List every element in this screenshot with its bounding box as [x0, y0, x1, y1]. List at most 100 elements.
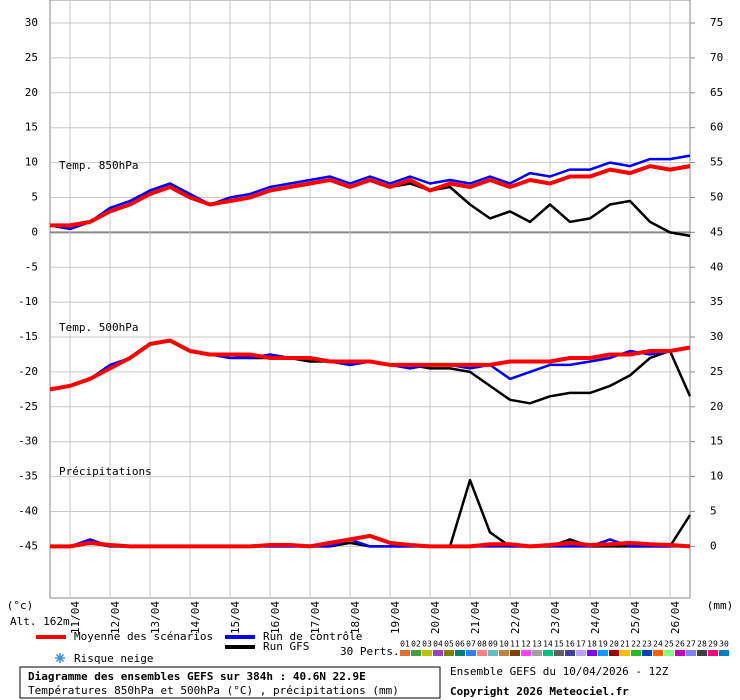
y2-tick-label: 55: [710, 156, 723, 169]
grid: [50, 0, 690, 598]
x-tick-label: 13/04: [149, 601, 162, 634]
x-tick-label: 14/04: [189, 601, 202, 634]
y2-tick-label: 0: [710, 539, 717, 552]
y-tick-label: 10: [25, 156, 38, 169]
legend: Moyenne des scénarios Run de contrôle Ru…: [36, 630, 400, 665]
x-tick-label: 15/04: [229, 601, 242, 634]
plot-area: [49, 0, 691, 599]
perturbation-swatch: [400, 650, 410, 656]
panel-label: Temp. 850hPa: [59, 159, 138, 172]
perturbation-label: 14: [543, 640, 553, 649]
y-tick-label: 0: [31, 225, 38, 238]
x-tick-label: 26/04: [669, 601, 682, 634]
y-tick-label: 15: [25, 121, 38, 134]
legend-label: Run GFS: [263, 640, 309, 653]
x-tick-label: 25/04: [629, 601, 642, 634]
perturbation-swatch: [565, 650, 575, 656]
y2-tick-label: 50: [710, 190, 723, 203]
perturbation-swatch: [543, 650, 553, 656]
perturbation-label: 06: [455, 640, 465, 649]
perturbation-swatch: [664, 650, 674, 656]
x-tick-label: 17/04: [309, 601, 322, 634]
altitude: Alt. 162m: [10, 615, 70, 628]
y2-tick-label: 10: [710, 470, 723, 483]
x-tick-label: 21/04: [469, 601, 482, 634]
y2-tick-label: 25: [710, 365, 723, 378]
x-tick-label: 22/04: [509, 601, 522, 634]
copyright: Copyright 2026 Meteociel.fr: [450, 685, 629, 698]
footer-subtitle: Températures 850hPa et 500hPa (°C) , pré…: [28, 684, 399, 697]
perturbation-label: 16: [565, 640, 575, 649]
y2-tick-label: 15: [710, 435, 723, 448]
perturbation-label: 30: [719, 640, 729, 649]
series-line: [49, 154, 691, 231]
series-line: [50, 164, 691, 228]
y-tick-label: -25: [18, 400, 38, 413]
perturbation-label: 24: [653, 640, 663, 649]
perturbation-label: 15: [554, 640, 564, 649]
y-tick-label: -5: [25, 260, 38, 273]
y2-tick-label: 75: [710, 16, 723, 29]
y2-tick-label: 45: [710, 225, 723, 238]
perturbation-swatch: [653, 650, 663, 656]
y2-tick-label: 20: [710, 400, 723, 413]
perturbation-swatch: [620, 650, 630, 656]
footer-title: Diagramme des ensembles GEFS sur 384h : …: [28, 670, 366, 683]
y-tick-label: 20: [25, 86, 38, 99]
y2-tick-label: 35: [710, 295, 723, 308]
perturbation-label: 28: [697, 640, 707, 649]
perturbation-swatch: [532, 650, 542, 656]
y-tick-label: -15: [18, 330, 38, 343]
y-tick-label: 25: [25, 51, 38, 64]
perturbation-label: 10: [499, 640, 509, 649]
perturbation-label: 22: [631, 640, 641, 649]
perturbation-label: 11: [510, 640, 520, 649]
perturbation-swatch: [719, 650, 729, 656]
y-axis-label: (°c): [7, 599, 34, 612]
x-tick-label: 16/04: [269, 601, 282, 634]
perturbation-label: 17: [576, 640, 586, 649]
legend-label: Moyenne des scénarios: [74, 630, 213, 643]
perturbation-swatch: [598, 650, 608, 656]
perturbation-swatch: [675, 650, 685, 656]
perturbation-swatch: [411, 650, 421, 656]
y2-axis-label: (mm): [707, 599, 734, 612]
perturbation-label: 26: [675, 640, 685, 649]
perturbation-swatch: [455, 650, 465, 656]
perturbation-label: 08: [477, 640, 487, 649]
perturbation-label: 02: [411, 640, 421, 649]
perturbation-label: 20: [609, 640, 619, 649]
footer-box: [19, 666, 441, 699]
perturbation-swatch: [587, 650, 597, 656]
y2-tick-label: 65: [710, 86, 723, 99]
x-tick-label: 19/04: [389, 601, 402, 634]
perturbation-swatch: [488, 650, 498, 656]
x-tick-label: 20/04: [429, 601, 442, 634]
perturbation-swatch: [554, 650, 564, 656]
snow-label: Risque neige: [74, 652, 153, 665]
perturbation-label: 23: [642, 640, 652, 649]
perturbation-label: 25: [664, 640, 674, 649]
x-tick-label: 11/04: [69, 601, 82, 634]
perturbation-label: 03: [422, 640, 432, 649]
perturbation-swatch: [697, 650, 707, 656]
legend-label: Run de contrôle: [263, 630, 362, 643]
perturbation-swatch: [510, 650, 520, 656]
perturbation-label: 04: [433, 640, 443, 649]
y-tick-label: -40: [18, 504, 38, 517]
perturbation-swatch: [433, 650, 443, 656]
perturbation-swatch: [422, 650, 432, 656]
perturbation-label: 09: [488, 640, 498, 649]
perturbation-label: 18: [587, 640, 597, 649]
perturbation-label: 29: [708, 640, 718, 649]
x-tick-label: 12/04: [109, 601, 122, 634]
perturbation-swatch: [642, 650, 652, 656]
perturbation-swatch: [499, 650, 509, 656]
perturbation-swatch: [521, 650, 531, 656]
perturbations-label: 30 Perts.: [340, 645, 400, 658]
perturbation-swatch: [609, 650, 619, 656]
series-line: [49, 338, 691, 392]
perturbation-label: 13: [532, 640, 542, 649]
y2-tick-label: 5: [710, 504, 717, 517]
